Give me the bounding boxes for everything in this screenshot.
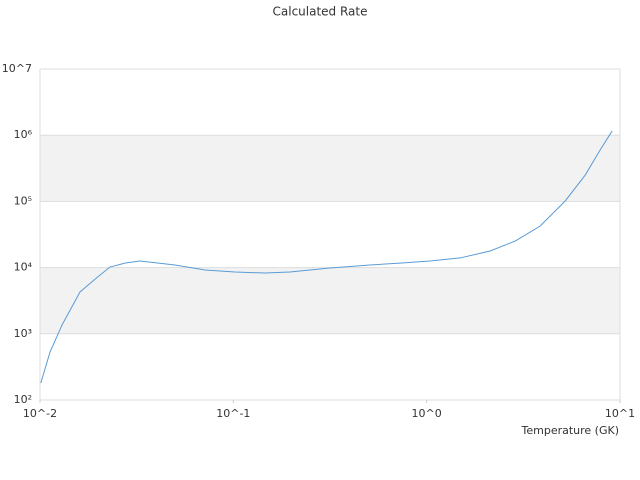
x-tick-label: 10^-2 xyxy=(23,407,57,420)
chart-title: Calculated Rate xyxy=(273,5,368,19)
y-tick-label: 10^7 xyxy=(2,62,32,75)
x-tick-label: 10^0 xyxy=(412,407,442,420)
line-series xyxy=(40,130,613,384)
grid-band xyxy=(40,267,620,334)
y-tick-label: 10² xyxy=(14,393,32,406)
x-tick-label: 10^1 xyxy=(605,407,635,420)
y-tick-label: 10⁶ xyxy=(14,128,33,141)
x-axis-label: Temperature (GK) xyxy=(521,424,620,437)
y-tick-label: 10⁵ xyxy=(14,194,32,207)
y-tick-label: 10³ xyxy=(14,327,32,340)
grid-band xyxy=(40,135,620,202)
x-tick-label: 10^-1 xyxy=(216,407,250,420)
y-tick-label: 10⁴ xyxy=(14,261,33,274)
